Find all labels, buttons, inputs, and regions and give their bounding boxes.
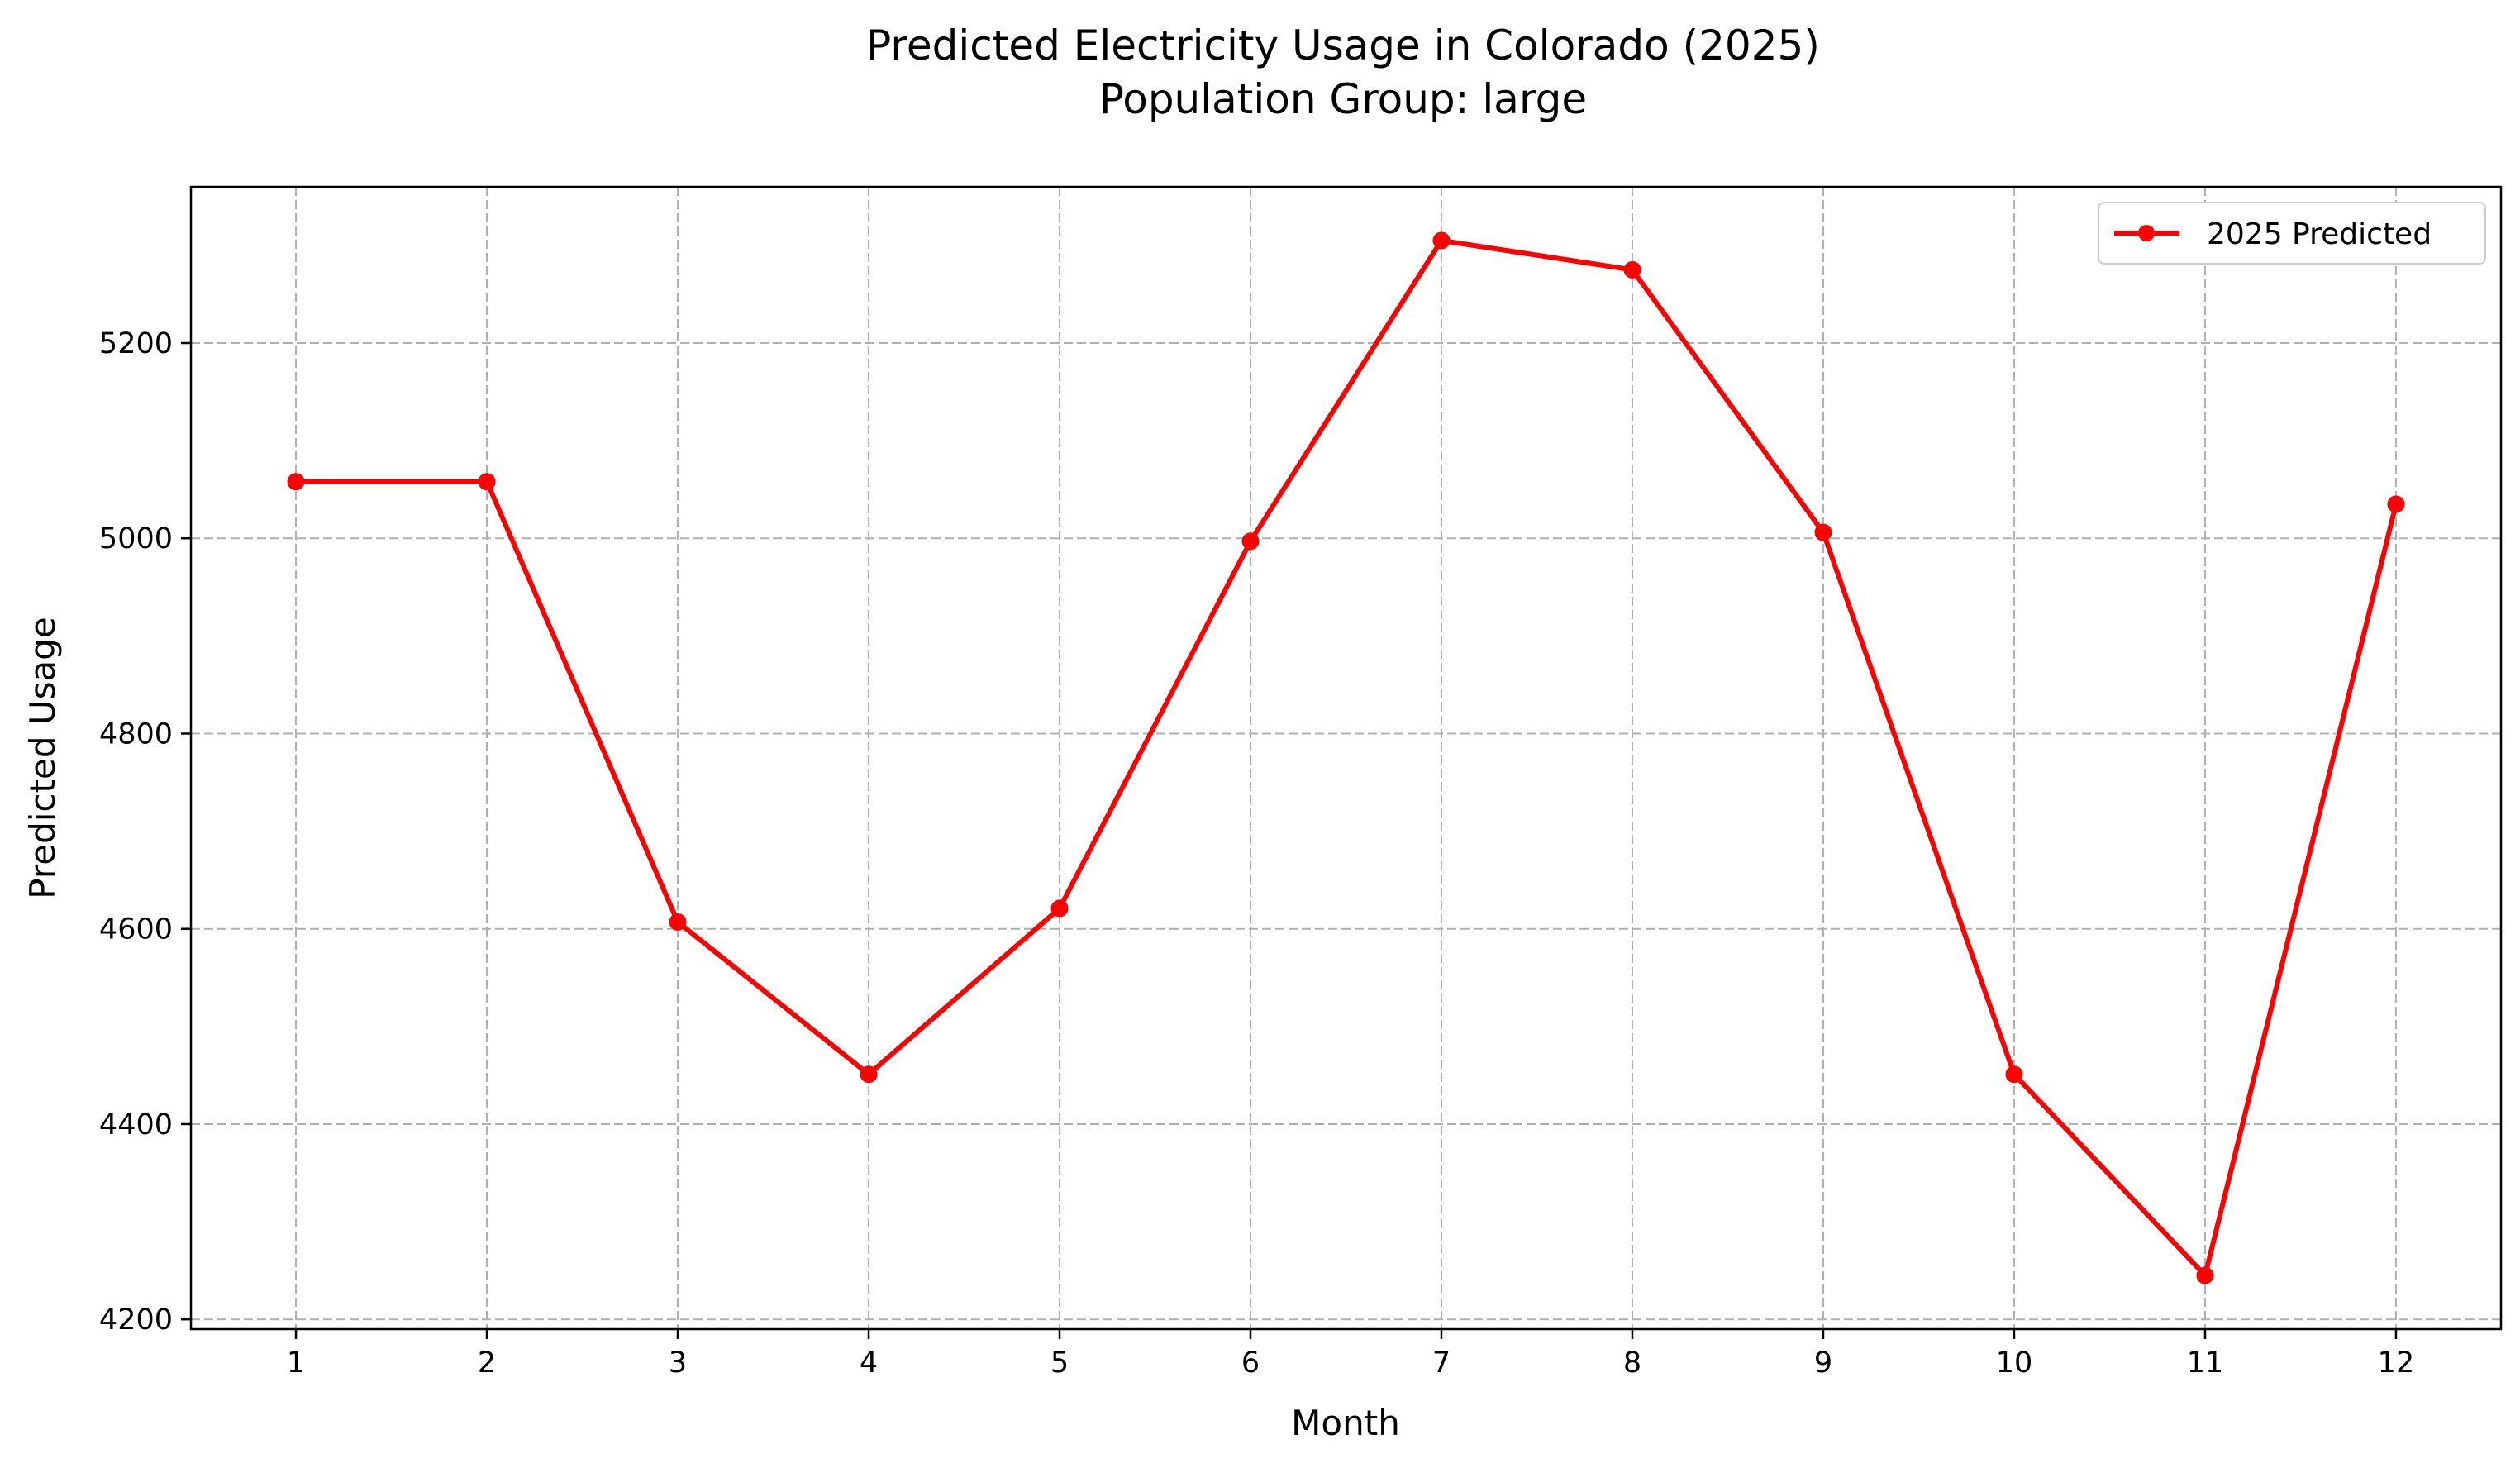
legend: 2025 Predicted	[2098, 202, 2486, 265]
legend-box	[2098, 202, 2486, 265]
data-point	[287, 473, 305, 491]
x-tick-label: 4	[860, 1346, 878, 1380]
y-tick-label: 4400	[99, 1108, 173, 1142]
x-tick-label: 9	[1814, 1346, 1832, 1380]
x-tick-label: 5	[1050, 1346, 1069, 1380]
y-tick-label: 4200	[99, 1304, 173, 1337]
series-layer	[287, 231, 2405, 1284]
data-point	[1432, 231, 1451, 250]
series-line	[296, 237, 2399, 1279]
data-point	[1050, 899, 1069, 918]
x-tick-label: 7	[1432, 1346, 1451, 1380]
x-tick-label: 2	[478, 1346, 496, 1380]
y-tick-label: 4600	[99, 913, 173, 946]
plot-frame	[189, 185, 2503, 1331]
data-point	[1814, 523, 1832, 541]
x-tick-label: 6	[1241, 1346, 1260, 1380]
data-point	[2387, 495, 2405, 513]
x-tick-label: 12	[2378, 1346, 2415, 1380]
x-tick-label: 10	[1996, 1346, 2033, 1380]
y-tick-label: 5000	[99, 522, 173, 555]
data-point	[860, 1065, 878, 1084]
legend-marker-swatch	[2138, 225, 2155, 241]
x-tick-label: 1	[287, 1346, 305, 1380]
x-axis-label: Month	[1291, 1403, 1400, 1443]
data-point	[1241, 532, 1260, 550]
y-axis-ticks: 4200 4400 4600 4800 5000 5200	[99, 327, 191, 1337]
data-point	[1623, 260, 1641, 279]
data-point	[478, 473, 496, 491]
data-point	[2196, 1266, 2214, 1284]
x-axis-ticks: 1 2 3 4 5 6 7 8 9 10 11 12	[287, 1329, 2414, 1380]
y-axis-label: Predicted Usage	[22, 617, 63, 898]
grid	[191, 187, 2501, 1329]
y-tick-label: 5200	[99, 327, 173, 360]
x-tick-label: 11	[2187, 1346, 2224, 1380]
y-tick-label: 4800	[99, 717, 173, 751]
data-point	[669, 913, 687, 931]
x-tick-label: 3	[669, 1346, 687, 1380]
data-point	[2005, 1065, 2023, 1084]
x-tick-label: 8	[1623, 1346, 1641, 1380]
chart-subtitle: Population Group: large	[1099, 75, 1587, 123]
legend-label: 2025 Predicted	[2207, 217, 2432, 251]
chart-title: Predicted Electricity Usage in Colorado …	[866, 21, 1820, 69]
